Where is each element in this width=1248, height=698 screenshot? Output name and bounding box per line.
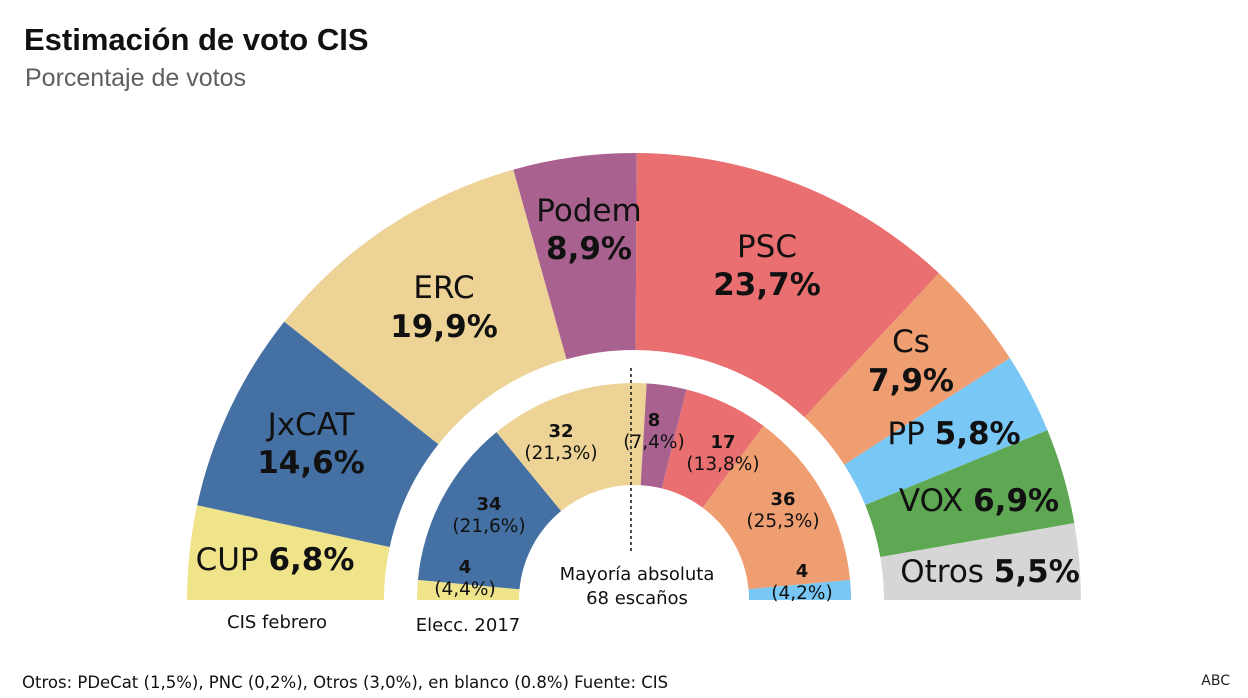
outer-label-psc-value: 23,7%: [713, 267, 821, 303]
outer-ring-cis-febrero: [187, 152, 1081, 600]
outer-segment-pp: [844, 358, 1048, 506]
inner-ring-elecc-2017: [417, 383, 851, 600]
inner-segment-cs: [702, 425, 851, 590]
inner-segment-pp: [748, 579, 851, 600]
chart-subtitle: Porcentaje de votos: [25, 64, 246, 92]
inner-label-cup-percent: (4,4%): [434, 579, 495, 600]
footnote: Otros: PDeCat (1,5%), PNC (0,2%), Otros …: [22, 673, 669, 692]
chart-title: Estimación de voto CIS: [24, 22, 369, 57]
outer-segment-psc: [635, 153, 939, 418]
outer-label-erc-value: 19,9%: [390, 309, 498, 345]
inner-label-podem-percent: (7,4%): [623, 432, 684, 453]
inner-segment-podem: [640, 383, 687, 489]
inner-label-erc-seats: 32: [548, 421, 573, 442]
inner-label-pp-percent: (4,2%): [771, 583, 832, 604]
outer-segment-otros: [880, 523, 1081, 600]
outer-label-erc-name: ERC: [413, 270, 474, 306]
outer-segment-jxcat: [197, 321, 439, 547]
inner-segment-psc: [661, 389, 764, 508]
outer-label-podem-value: 8,9%: [546, 231, 632, 267]
inner-segment-cup: [417, 579, 520, 600]
outer-segment-cs: [804, 273, 1010, 465]
inner-label-cs-seats: 36: [770, 489, 795, 510]
outer-label-cs-value: 7,9%: [868, 363, 954, 399]
inner-label-pp-seats: 4: [796, 561, 809, 582]
inner-label-jxcat-percent: (21,6%): [452, 516, 525, 537]
inner-label-podem-seats: 8: [648, 410, 661, 431]
majority-annotation-line1: Mayoría absoluta: [560, 564, 715, 585]
outer-segment-erc: [284, 169, 567, 445]
outer-segment-cup: [187, 505, 390, 600]
outer-label-jxcat-name: JxCAT: [266, 407, 356, 443]
outer-label-podem-name: Podem: [536, 193, 642, 229]
inner-segment-jxcat: [417, 432, 562, 590]
outer-label-cup: CUP 6,8%: [196, 542, 355, 578]
inner-segment-erc: [496, 383, 647, 512]
inner-label-cup-seats: 4: [459, 557, 472, 578]
inner-label-erc-percent: (21,3%): [524, 443, 597, 464]
outer-label-pp: PP 5,8%: [887, 416, 1020, 452]
outer-ring-caption: CIS febrero: [227, 612, 327, 633]
inner-label-cs-percent: (25,3%): [746, 511, 819, 532]
inner-label-psc-percent: (13,8%): [686, 454, 759, 475]
inner-ring-caption: Elecc. 2017: [416, 615, 521, 636]
inner-label-jxcat-seats: 34: [476, 494, 501, 515]
outer-label-jxcat-value: 14,6%: [257, 445, 365, 481]
outer-label-psc-name: PSC: [737, 229, 797, 265]
outer-label-vox: VOX 6,9%: [899, 483, 1059, 519]
inner-label-psc-seats: 17: [710, 432, 735, 453]
outer-label-otros: Otros 5,5%: [900, 554, 1080, 590]
outer-label-cs-name: Cs: [892, 324, 930, 360]
outer-segment-podem: [513, 152, 637, 360]
brand-logo: ABC: [1201, 673, 1230, 689]
outer-segment-vox: [865, 430, 1075, 558]
majority-annotation-line2: 68 escaños: [586, 588, 688, 609]
